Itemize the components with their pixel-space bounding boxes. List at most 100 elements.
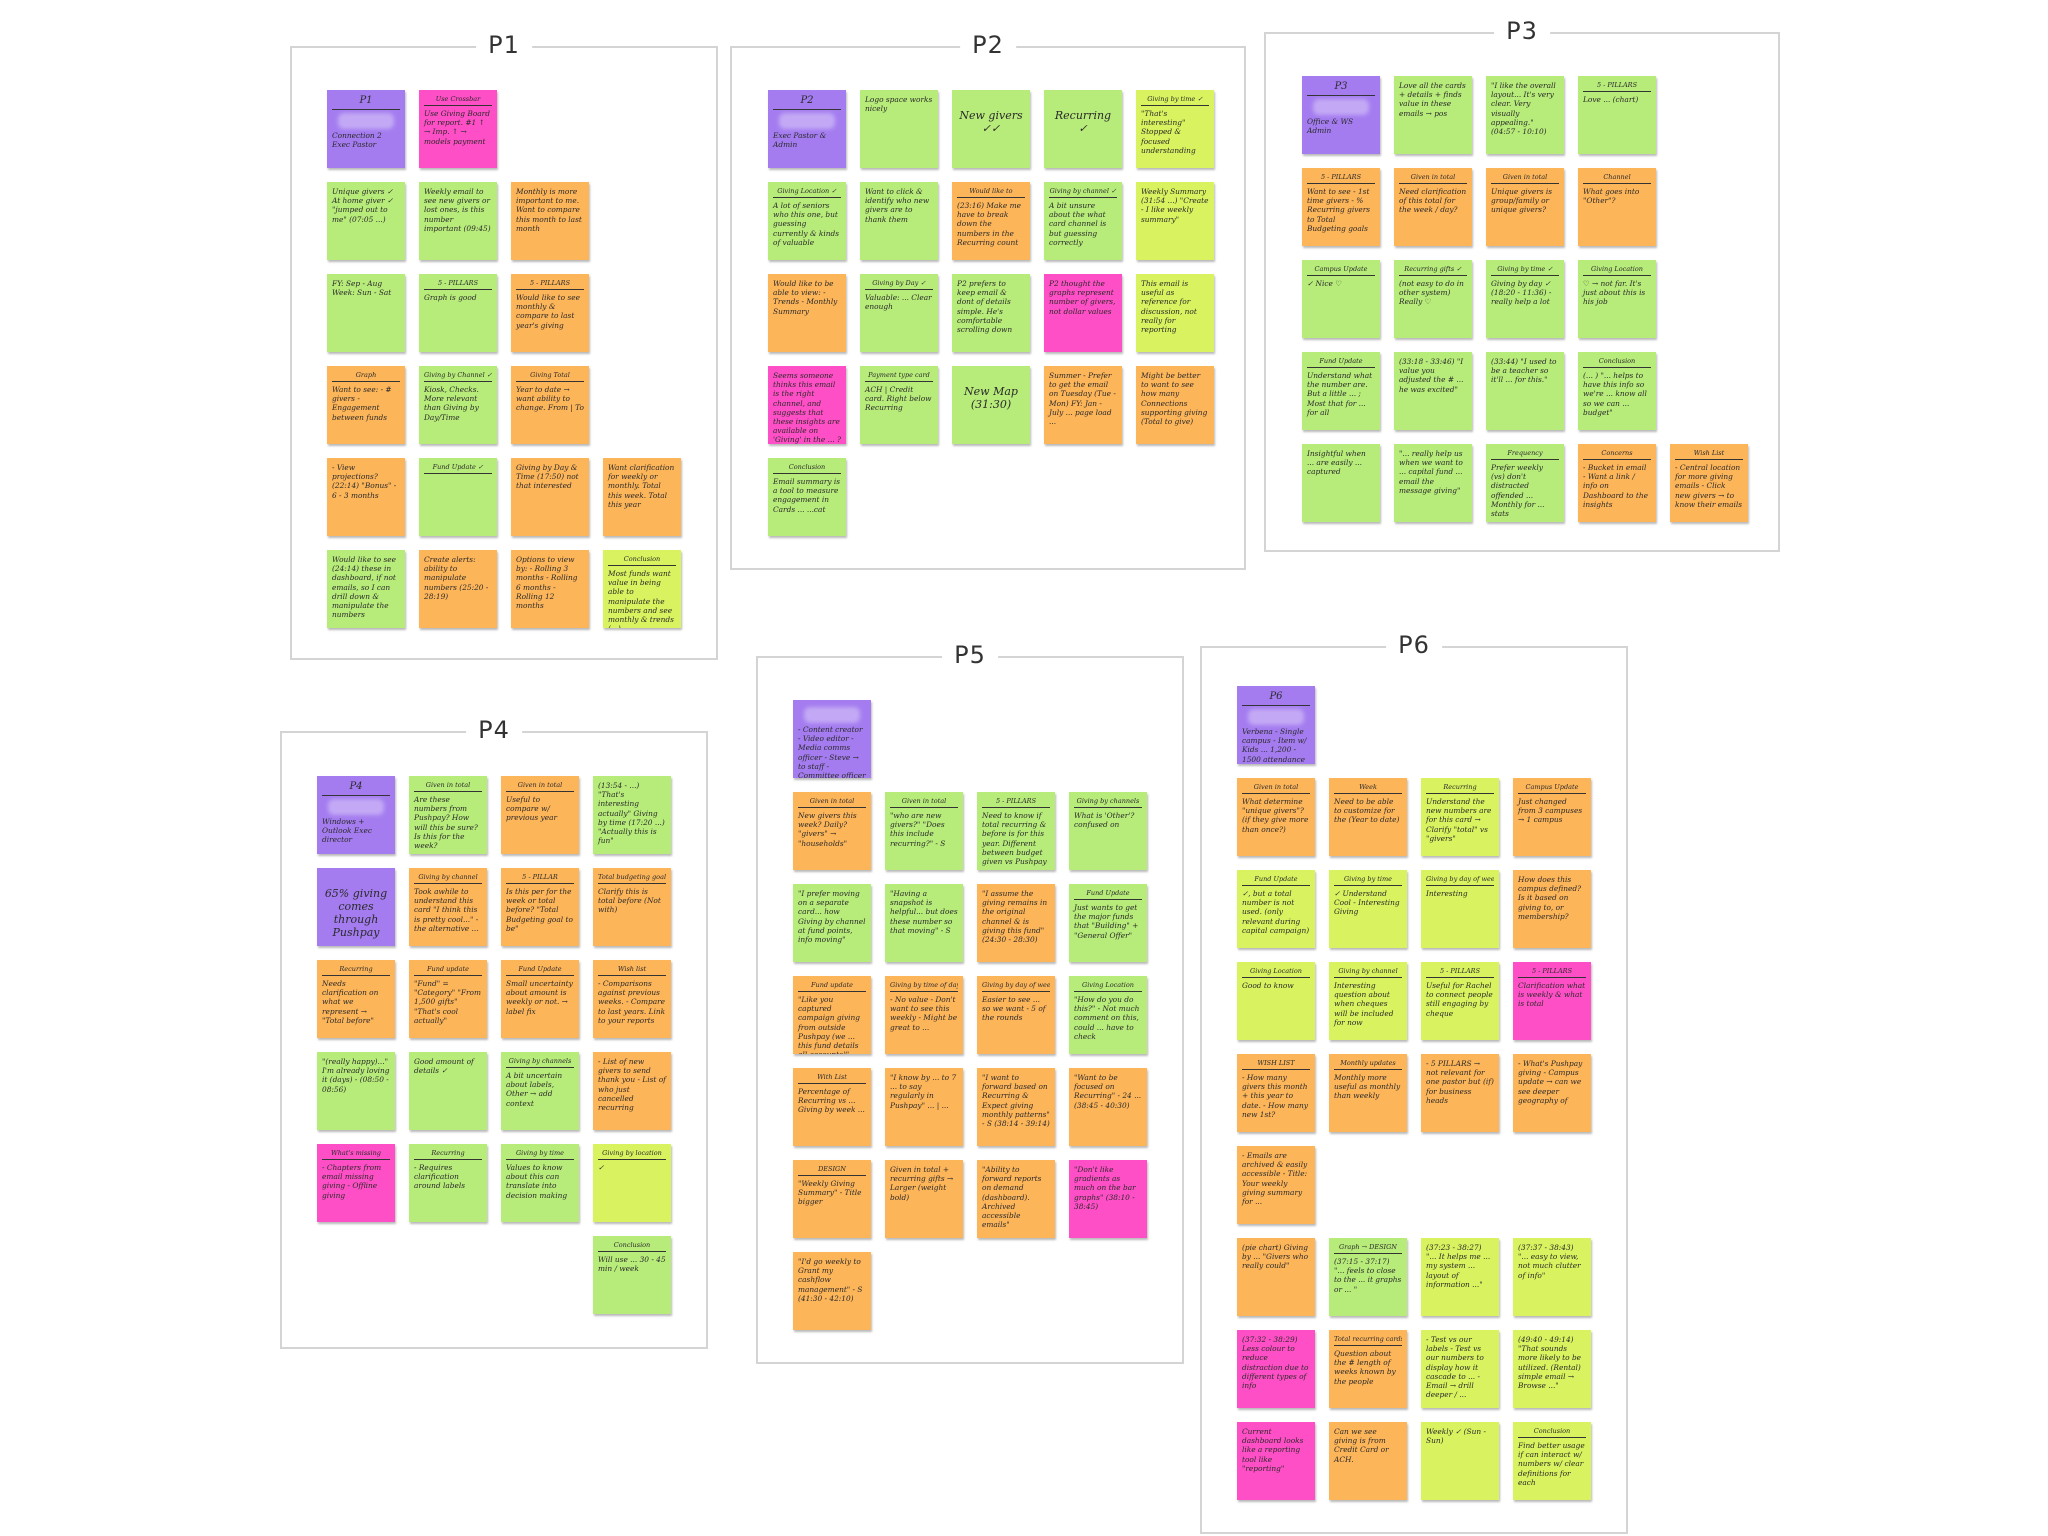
sticky-note[interactable]: Frequency Prefer weekly (vs) don't distra… (1486, 444, 1564, 522)
sticky-note[interactable]: What's missing - Chapters from email miss… (317, 1144, 395, 1222)
sticky-note[interactable]: (33:18 - 33:46) "I value you adjusted th… (1394, 352, 1472, 430)
sticky-note[interactable]: Weekly email to see new givers or lost o… (419, 182, 497, 260)
sticky-note[interactable]: 65% giving comes through Pushpay (317, 868, 395, 946)
sticky-note[interactable]: This email is useful as reference for di… (1136, 274, 1214, 352)
sticky-note[interactable]: 5 - PILLARS Need to know if total recurri… (977, 792, 1055, 870)
sticky-note[interactable]: Giving by time ✓ "That's interesting" Sto… (1136, 90, 1214, 168)
sticky-note[interactable]: Giving by time ✓ Understand Cool - Intere… (1329, 870, 1407, 948)
sticky-note[interactable]: (37:32 - 38:29) Less colour to reduce di… (1237, 1330, 1315, 1408)
sticky-note[interactable]: Fund Update ✓ (419, 458, 497, 536)
sticky-note[interactable]: Would like to see (24:14) these in dashb… (327, 550, 405, 628)
sticky-note[interactable]: Weekly Summary (31:54 ...) "Create - I l… (1136, 182, 1214, 260)
sticky-note[interactable]: Use Crossbar Use Giving Board for report.… (419, 90, 497, 168)
sticky-note[interactable]: Given in total + recurring gifts → Large… (885, 1160, 963, 1238)
sticky-note[interactable]: Giving by channel Took awhile to understa… (409, 868, 487, 946)
sticky-note[interactable]: With List Percentage of Recurring vs ... … (793, 1068, 871, 1146)
sticky-note[interactable]: Conclusion (... ) "... helps to have this… (1578, 352, 1656, 430)
sticky-note[interactable]: "I like the overall layout... It's very … (1486, 76, 1564, 154)
sticky-note[interactable]: "I want to forward based on Recurring & … (977, 1068, 1055, 1146)
sticky-note[interactable]: Wish List - Central location for more giv… (1670, 444, 1748, 522)
sticky-note[interactable]: Given in total Unique givers is group/fam… (1486, 168, 1564, 246)
sticky-note[interactable]: Recurring gifts ✓ (not easy to do in othe… (1394, 260, 1472, 338)
sticky-note[interactable]: (13:54 - ...) "That's interesting actual… (593, 776, 671, 854)
sticky-note[interactable]: Giving by channel ✓ A bit unsure about th… (1044, 182, 1122, 260)
sticky-note[interactable]: Giving by Day & Time (17:50) not that in… (511, 458, 589, 536)
sticky-note[interactable]: Channel What goes into "Other"? (1578, 168, 1656, 246)
sticky-note[interactable]: Given in total New givers this week? Dail… (793, 792, 871, 870)
persona-sticky-note[interactable]: P1 Connection 2 Exec Pastor (327, 90, 405, 168)
sticky-note[interactable]: - 5 PILLARS → not relevant for one pasto… (1421, 1054, 1499, 1132)
sticky-note[interactable]: Giving Location ✓ A lot of seniors who th… (768, 182, 846, 260)
sticky-note[interactable]: How does this campus defined? Is it base… (1513, 870, 1591, 948)
sticky-note[interactable]: - What's Pushpay giving - Campus update … (1513, 1054, 1591, 1132)
sticky-note[interactable]: Conclusion Email summary is a tool to mea… (768, 458, 846, 536)
sticky-note[interactable]: 5 - PILLARS Useful for Rachel to connect … (1421, 962, 1499, 1040)
sticky-note[interactable]: WISH LIST - How many givers this month + … (1237, 1054, 1315, 1132)
sticky-note[interactable]: Graph Want to see: - # givers - Engagemen… (327, 366, 405, 444)
sticky-note[interactable]: "I'd go weekly to Grant my cashflow mana… (793, 1252, 871, 1330)
sticky-note[interactable]: Want to click & identify who new givers … (860, 182, 938, 260)
sticky-note[interactable]: New Map (31:30) (952, 366, 1030, 444)
sticky-note[interactable]: Given in total Are these numbers from Pus… (409, 776, 487, 854)
sticky-note[interactable]: Given in total Useful to compare w/ previ… (501, 776, 579, 854)
sticky-note[interactable]: Giving by channels A bit uncertain about … (501, 1052, 579, 1130)
sticky-note[interactable]: Giving by channels What is 'Other'? confu… (1069, 792, 1147, 870)
sticky-note[interactable]: Payment type card ACH | Credit card. Righ… (860, 366, 938, 444)
sticky-note[interactable]: Recurring ✓ (1044, 90, 1122, 168)
sticky-note[interactable]: New givers ✓✓ (952, 90, 1030, 168)
sticky-note[interactable]: P2 prefers to keep email & dont of detai… (952, 274, 1030, 352)
sticky-note[interactable]: 5 - PILLAR Is this per for the week or to… (501, 868, 579, 946)
sticky-note[interactable]: - View projections? (22:14) "Bonus" - 6 … (327, 458, 405, 536)
sticky-note[interactable]: "Want to be focused on Recurring" - 24 .… (1069, 1068, 1147, 1146)
sticky-note[interactable]: 5 - PILLARS Graph is good (419, 274, 497, 352)
sticky-note[interactable]: (pie chart) Giving by ... "Givers who re… (1237, 1238, 1315, 1316)
sticky-note[interactable]: 5 - PILLARS Love ... (chart) (1578, 76, 1656, 154)
sticky-note[interactable]: Recurring Understand the new numbers are … (1421, 778, 1499, 856)
persona-sticky-note[interactable]: P3 Office & WS Admin (1302, 76, 1380, 154)
sticky-note[interactable]: Options to view by: - Rolling 3 months -… (511, 550, 589, 628)
sticky-note[interactable]: Giving by time of day - No value - Don't … (885, 976, 963, 1054)
sticky-note[interactable]: Concerns - Bucket in email - Want a link … (1578, 444, 1656, 522)
sticky-note[interactable]: Giving Location ♡ → not far. It's just ab… (1578, 260, 1656, 338)
sticky-note[interactable]: Might be better to want to see how many … (1136, 366, 1214, 444)
sticky-note[interactable]: Recurring Needs clarification on what we … (317, 960, 395, 1038)
sticky-note[interactable]: 5 - PILLARS Clarification what is weekly … (1513, 962, 1591, 1040)
sticky-note[interactable]: Graph → DESIGN (37:15 - 37:17) "... feels… (1329, 1238, 1407, 1316)
sticky-note[interactable]: Giving by time Values to know about this … (501, 1144, 579, 1222)
sticky-note[interactable]: Giving Location Good to know (1237, 962, 1315, 1040)
sticky-note[interactable]: Monthly updates Monthly more useful as mo… (1329, 1054, 1407, 1132)
sticky-note[interactable]: Giving by day of week Interesting (1421, 870, 1499, 948)
sticky-note[interactable]: Unique givers ✓ At home giver ✓ "jumped … (327, 182, 405, 260)
persona-sticky-note[interactable]: - Content creator - Video editor - Media… (793, 700, 871, 778)
sticky-note[interactable]: Given in total Need clarification of this… (1394, 168, 1472, 246)
sticky-note[interactable]: "I prefer moving on a separate card... h… (793, 884, 871, 962)
sticky-note[interactable]: FY: Sep - Aug Week: Sun - Sat (327, 274, 405, 352)
sticky-note[interactable]: Giving by day of week Easier to see ... s… (977, 976, 1055, 1054)
sticky-note[interactable]: "I assume the giving remains in the orig… (977, 884, 1055, 962)
sticky-note[interactable]: (33:44) "I used to be a teacher so it'll… (1486, 352, 1564, 430)
persona-sticky-note[interactable]: P6 Verbena - Single campus - Item w/ Kids… (1237, 686, 1315, 764)
sticky-note[interactable]: Fund update "Fund" = "Category" "From 1,5… (409, 960, 487, 1038)
sticky-note[interactable]: (37:37 - 38:43) "... easy to view, not m… (1513, 1238, 1591, 1316)
sticky-note[interactable]: Insightful when ... are easily ... captu… (1302, 444, 1380, 522)
sticky-note[interactable]: Campus Update Just changed from 3 campuse… (1513, 778, 1591, 856)
sticky-note[interactable]: Fund Update Just wants to get the major f… (1069, 884, 1147, 962)
sticky-note[interactable]: Week Need to be able to customize for the… (1329, 778, 1407, 856)
sticky-note[interactable]: Conclusion Find better usage if can inter… (1513, 1422, 1591, 1500)
sticky-note[interactable]: Seems someone thinks this email is the r… (768, 366, 846, 444)
sticky-note[interactable]: "(really happy)..." I'm already loving i… (317, 1052, 395, 1130)
sticky-note[interactable]: Conclusion Most funds want value in being… (603, 550, 681, 628)
sticky-note[interactable]: Current dashboard looks like a reporting… (1237, 1422, 1315, 1500)
sticky-note[interactable]: Love all the cards + details + finds val… (1394, 76, 1472, 154)
sticky-note[interactable]: 5 - PILLARS Would like to see monthly & c… (511, 274, 589, 352)
sticky-note[interactable]: Giving Total Year to date → want ability … (511, 366, 589, 444)
sticky-note[interactable]: "I know by ... to 7 ... to say regularly… (885, 1068, 963, 1146)
sticky-note[interactable]: Monthly is more important to me. Want to… (511, 182, 589, 260)
sticky-note[interactable]: Conclusion Will use ... 30 - 45 min / wee… (593, 1236, 671, 1314)
sticky-note[interactable]: Fund update "Like you captured campaign g… (793, 976, 871, 1054)
sticky-note[interactable]: Giving by Day ✓ Valuable: ... Clear enoug… (860, 274, 938, 352)
sticky-note[interactable]: Good amount of details ✓ (409, 1052, 487, 1130)
sticky-note[interactable]: Given in total What determine "unique giv… (1237, 778, 1315, 856)
sticky-note[interactable]: Logo space works nicely (860, 90, 938, 168)
sticky-note[interactable]: Giving by time ✓ Giving by day ✓ (18:20 -… (1486, 260, 1564, 338)
